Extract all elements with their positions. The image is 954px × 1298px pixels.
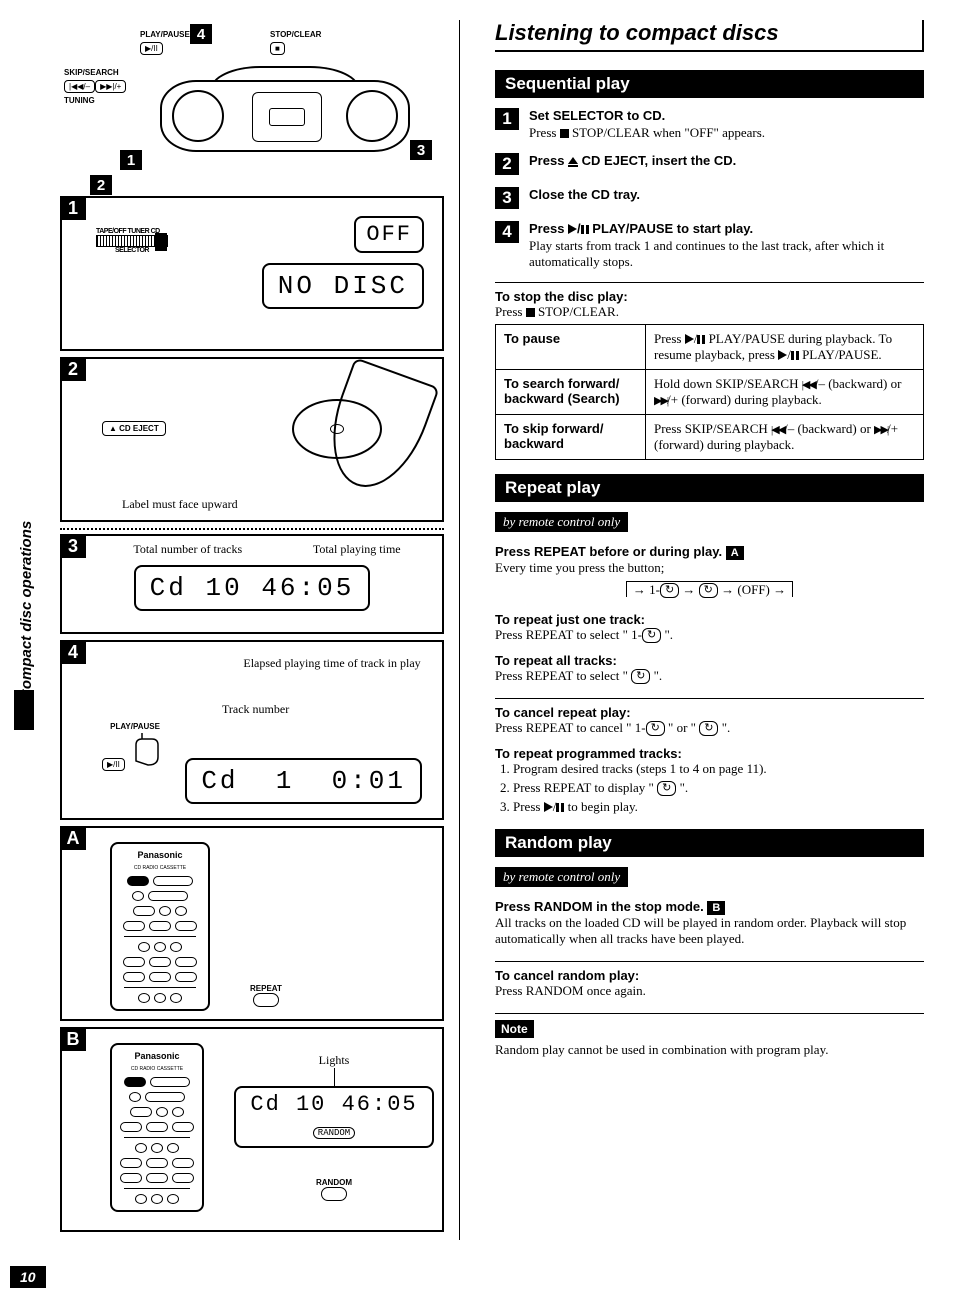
panel-2: 2 ▲ CD EJECT Label must face upward [60,357,444,522]
eject-button-label: ▲ CD EJECT [102,421,166,436]
panel-1: 1 TAPE/OFF TUNER CD SELECTOR OFF NO DISC [60,196,444,351]
label-play-pause: PLAY/PAUSE [140,30,190,39]
panel-3-label: 3 [60,534,86,558]
illustration-column: PLAY/PAUSE ▶/II 4 STOP/CLEAR ■ SKIP/SEAR… [60,20,460,1240]
label-repeat: REPEAT [250,984,282,993]
step-2: 2 Press CD EJECT, insert the CD. [495,153,924,175]
callout-2: 2 [90,175,112,195]
boombox-diagram [160,80,410,170]
remote-A: Panasonic CD RADIO CASSETTE [110,842,210,1011]
label-playpause: PLAY/PAUSE [102,722,168,731]
operations-table: To pause Press / PLAY/PAUSE during playb… [495,324,924,460]
lcd-off: OFF [354,216,424,253]
remote-B: Panasonic CD RADIO CASSETTE [110,1043,204,1212]
programmed-steps: Program desired tracks (steps 1 to 4 on … [495,761,924,815]
callout-3: 3 [410,140,432,160]
remote-only-badge: by remote control only [495,512,628,532]
table-cell: Hold down SKIP/SEARCH /– (backward) or /… [646,370,924,415]
callout-4: 4 [190,24,212,44]
panel-B-label: B [60,1027,86,1051]
page-number: 10 [10,1266,46,1288]
eject-icon [568,157,578,164]
lcd-track-play: Cd 1 0:01 [185,758,422,804]
lcd-nodisc: NO DISC [262,263,424,309]
table-cell: To search forward/ backward (Search) [496,370,646,415]
section-repeat: Repeat play [495,474,924,502]
table-cell: Press / PLAY/PAUSE during playback. To r… [646,325,924,370]
play-icon [568,224,577,234]
panel-2-label: 2 [60,357,86,381]
step-1: 1 Set SELECTOR to CD. Press STOP/CLEAR w… [495,108,924,141]
label-random: RANDOM [234,1178,434,1187]
table-cell: To skip forward/ backward [496,415,646,460]
callout-1: 1 [120,150,142,170]
page-title: Listening to compact discs [495,20,924,52]
hand-icon [128,731,168,767]
panel-A-label: A [60,826,86,850]
stop-icon [526,308,535,317]
repeat-press: Press REPEAT before or during play. A [495,544,924,560]
stop-heading: To stop the disc play: [495,289,924,304]
label-tuning: TUNING [64,96,126,105]
panel-4-label: 4 [60,640,86,664]
panel-4: 4 Elapsed playing time of track in play … [60,640,444,820]
random-button-icon [321,1187,347,1201]
text-column: Listening to compact discs Sequential pl… [490,20,924,1240]
random-press: Press RANDOM in the stop mode. B [495,899,924,915]
section-tab: Compact disc operations [18,521,35,700]
lcd-cd-info: Cd 10 46:05 [134,565,371,611]
cd-tray-diagram [252,369,432,509]
label-lights: Lights [234,1053,434,1068]
button-stop-clear-icon: ■ [270,42,285,55]
button-play-pause-icon: ▶/II [140,42,163,55]
panel-B: B Panasonic CD RADIO CASSETTE [60,1027,444,1232]
btn-skip-bwd: |◀◀/– [64,80,95,93]
step-4: 4 Press / PLAY/PAUSE to start play. Play… [495,221,924,270]
section-random: Random play [495,829,924,857]
panel-1-label: 1 [60,196,86,220]
pause-icon [581,225,589,234]
repeat-loop-diagram: → 1- → → (OFF) → [495,582,924,598]
btn-skip-fwd: ▶▶|/+ [95,80,126,93]
label-total-tracks: Total number of tracks [133,542,242,557]
table-cell: To pause [496,325,646,370]
note-tag: Note [495,1020,534,1038]
label-total-time: Total playing time [313,542,401,557]
label-elapsed: Elapsed playing time of track in play [242,656,422,671]
selector-diagram: TAPE/OFF TUNER CD SELECTOR [96,228,168,254]
label-tracknum: Track number [222,702,289,717]
dotted-divider [60,528,444,530]
lcd-random: Cd 10 46:05 RANDOM [234,1086,434,1148]
section-sequential: Sequential play [495,70,924,98]
table-cell: Press SKIP/SEARCH /– (backward) or /+ (f… [646,415,924,460]
panel-3: 3 Total number of tracks Total playing t… [60,534,444,634]
label-stop-clear: STOP/CLEAR [270,30,321,39]
label-face-upward: Label must face upward [122,497,238,512]
remote-only-badge: by remote control only [495,867,628,887]
step-3: 3 Close the CD tray. [495,187,924,209]
stop-icon [560,129,569,138]
repeat-button-icon [253,993,279,1007]
label-skip-search: SKIP/SEARCH [64,68,126,77]
panel-A: A Panasonic CD RADIO CASSETTE [60,826,444,1021]
panel-overview: PLAY/PAUSE ▶/II 4 STOP/CLEAR ■ SKIP/SEAR… [60,20,444,190]
